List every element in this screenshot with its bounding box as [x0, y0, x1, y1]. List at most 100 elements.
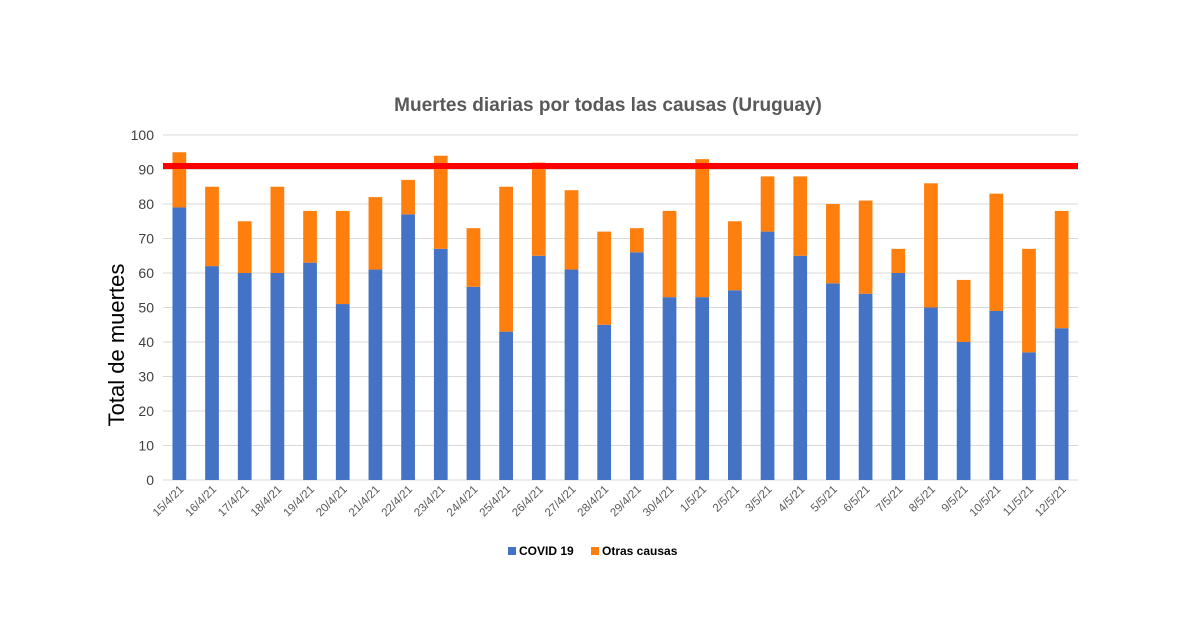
bar-otras-causas [793, 176, 808, 256]
legend-label-covid: COVID 19 [519, 544, 574, 558]
bar-otras-causas [433, 155, 448, 249]
bar-covid [499, 331, 513, 480]
x-tick-label: 28/4/21 [576, 484, 612, 520]
bar-otras-causas [826, 204, 840, 284]
bar-covid [956, 342, 971, 480]
bar-otras-causas [662, 210, 677, 298]
x-tick-label: 1/5/21 [678, 484, 709, 515]
y-tick-label: 50 [138, 300, 154, 316]
legend: COVID 19 Otras causas [508, 544, 678, 558]
bar-covid [858, 293, 873, 480]
x-tick-label: 24/4/21 [445, 484, 481, 520]
bar-otras-causas [205, 186, 219, 267]
y-tick-label: 90 [138, 162, 154, 178]
bar-covid [270, 273, 285, 480]
bar-otras-causas [1022, 248, 1036, 353]
x-tick-label: 30/4/21 [641, 484, 677, 520]
x-tick-label: 16/4/21 [184, 484, 220, 520]
y-tick-label: 0 [146, 472, 154, 488]
bar-covid [597, 324, 612, 480]
bar-covid [891, 273, 906, 480]
x-tick-label: 9/5/21 [940, 484, 971, 515]
y-tick-label: 30 [138, 369, 154, 385]
x-tick-label: 27/4/21 [543, 484, 579, 520]
x-tick-label: 18/4/21 [249, 484, 285, 520]
bar-covid [1054, 328, 1069, 480]
bar-otras-causas [303, 210, 317, 263]
bar-otras-causas [858, 200, 873, 294]
x-tick-label: 7/5/21 [874, 484, 905, 515]
bar-covid [826, 283, 840, 480]
x-tick-label: 22/4/21 [380, 484, 416, 520]
y-axis-ticks: 0 10 20 30 40 50 60 70 80 90 100 [131, 127, 155, 488]
bar-otras-causas [597, 231, 612, 325]
bar-covid [924, 307, 938, 480]
bar-otras-causas [172, 152, 187, 208]
y-tick-label: 60 [138, 265, 154, 281]
bar-covid [695, 297, 710, 480]
bar-otras-causas [499, 186, 513, 332]
legend-swatch-otras [591, 547, 599, 555]
x-tick-label: 23/4/21 [412, 484, 448, 520]
bar-covid [662, 297, 677, 480]
bar-covid [237, 273, 252, 480]
x-tick-label: 15/4/21 [151, 484, 187, 520]
bar-otras-causas [760, 176, 775, 232]
bar-otras-causas [695, 159, 710, 298]
x-tick-label: 25/4/21 [478, 484, 514, 520]
bar-otras-causas [466, 228, 481, 287]
bar-covid [728, 290, 742, 480]
y-tick-label: 70 [138, 231, 154, 247]
bar-covid [793, 255, 808, 480]
bar-covid [433, 248, 448, 480]
bar-otras-causas [924, 183, 938, 308]
x-tick-label: 17/4/21 [216, 484, 252, 520]
y-tick-label: 100 [131, 127, 155, 143]
x-tick-label: 4/5/21 [776, 484, 807, 515]
legend-swatch-covid [508, 547, 516, 555]
bar-otras-causas [1054, 210, 1069, 329]
bar-covid [205, 266, 219, 480]
bar-covid [401, 214, 415, 480]
bar-covid [1022, 352, 1036, 480]
x-tick-label: 26/4/21 [510, 484, 546, 520]
bar-otras-causas [956, 279, 971, 342]
y-tick-label: 40 [138, 334, 154, 350]
x-axis-ticks: 15/4/2116/4/2117/4/2118/4/2119/4/2120/4/… [151, 484, 1069, 520]
x-tick-label: 20/4/21 [314, 484, 350, 520]
bar-covid [989, 310, 1004, 480]
bar-otras-causas [368, 197, 383, 270]
bar-otras-causas [629, 228, 644, 253]
chart-title: Muertes diarias por todas las causas (Ur… [394, 95, 822, 116]
bar-otras-causas [531, 162, 546, 256]
bar-covid [172, 207, 187, 480]
y-axis-label: Total de muertes [104, 264, 129, 427]
bars [172, 152, 1069, 480]
bar-covid [564, 269, 579, 480]
bar-covid [368, 269, 383, 480]
bar-otras-causas [237, 221, 252, 273]
x-tick-label: 11/5/21 [1001, 484, 1036, 519]
y-tick-label: 80 [138, 196, 154, 212]
bar-otras-causas [401, 179, 415, 215]
bar-otras-causas [728, 221, 742, 291]
y-tick-label: 10 [138, 438, 154, 454]
bar-otras-causas [564, 190, 579, 270]
legend-label-otras: Otras causas [602, 544, 678, 558]
bar-covid [531, 255, 546, 480]
gridlines [163, 134, 1078, 481]
bar-otras-causas [335, 210, 350, 305]
bar-covid [466, 286, 481, 480]
bar-covid [760, 231, 775, 480]
x-tick-label: 3/5/21 [744, 484, 775, 515]
bar-covid [335, 304, 350, 480]
x-tick-label: 6/5/21 [842, 484, 873, 515]
bar-otras-causas [270, 186, 285, 273]
bar-otras-causas [989, 193, 1004, 311]
y-tick-label: 20 [138, 403, 154, 419]
x-tick-label: 12/5/21 [1033, 484, 1069, 520]
bar-covid [629, 252, 644, 480]
x-tick-label: 21/4/21 [347, 484, 383, 520]
x-tick-label: 2/5/21 [711, 484, 742, 515]
